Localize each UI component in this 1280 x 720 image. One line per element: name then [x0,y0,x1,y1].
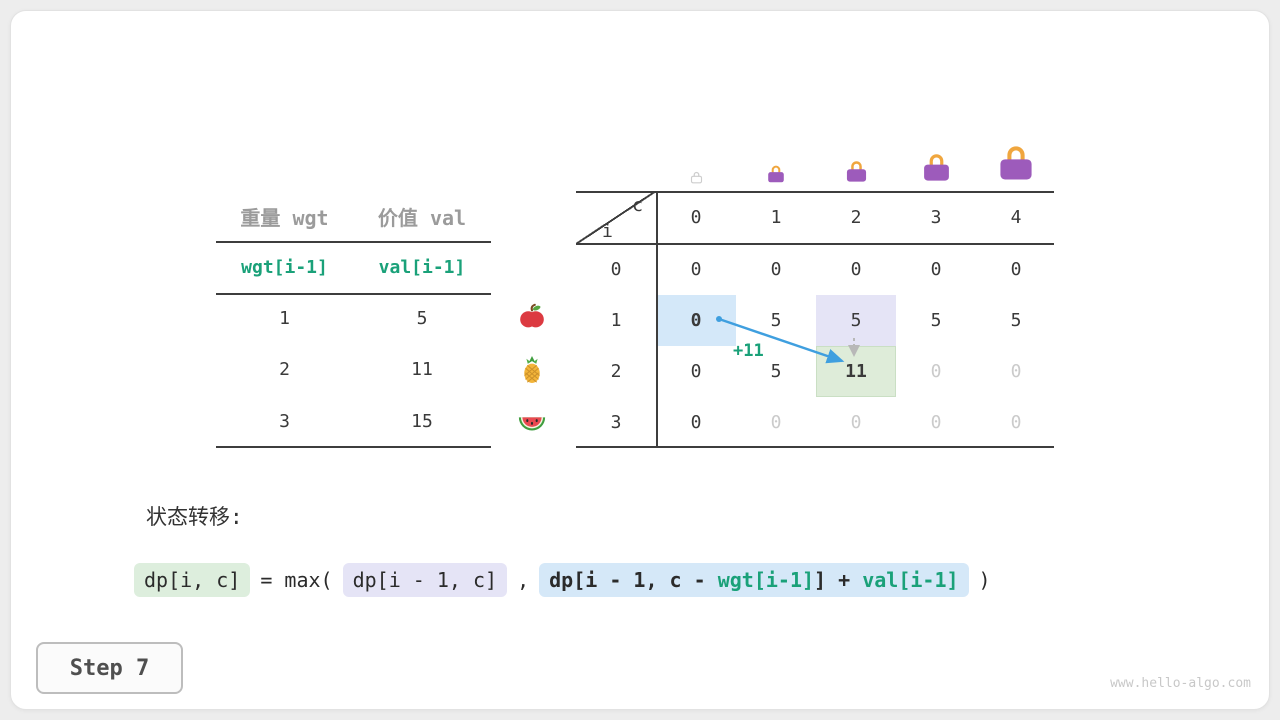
pineapple-icon [524,355,540,383]
dp-cell: 5 [1010,310,1022,331]
divider [576,243,1054,245]
dp-cell: 0 [930,412,942,433]
step-badge: Step 7 [36,642,183,694]
dp-row-header: 3 [610,412,622,433]
formula-wgt-ref: wgt[i-1] [717,568,815,592]
formula-lhs: dp[i, c] [134,563,251,597]
items-table: 重量 wgt 价值 val wgt[i-1] val[i-1] 1 5 2 11… [216,191,491,447]
dp-row-header: 2 [610,361,622,382]
dp-cell: 0 [1010,259,1022,280]
item-value: 15 [411,410,433,432]
dp-cell: 0 [850,259,862,280]
dp-cell: 5 [930,310,942,331]
bag-capacity-2-icon [846,161,867,182]
formula-term-take-part: dp[i - 1, c - [549,568,718,592]
dp-cell: 0 [770,259,782,280]
bag-capacity-1-icon [768,165,784,183]
item-weight: 2 [279,359,290,380]
dp-cell: 0 [770,412,782,433]
dp-row-header: 1 [610,310,622,331]
dp-corner-cell: c i [576,191,656,244]
dp-cell: 0 [850,412,862,433]
dp-col-header: 3 [930,207,942,228]
formula-term-take: dp[i - 1, c - wgt[i-1]] + val[i-1] [539,563,969,597]
dp-cell: 0 [930,361,942,382]
items-header-weight: 重量 wgt [240,205,329,230]
formula-val-ref: val[i-1] [862,568,959,592]
corner-label-c: c [632,195,643,216]
divider [656,191,658,448]
dp-table: c i 0 1 2 3 4 0 0 0 0 0 0 1 0 5 5 5 5 2 … [576,191,1056,448]
formula-term-skip: dp[i - 1, c] [342,563,508,597]
formula-close-paren: ) [978,568,991,592]
items-formula-wgt: wgt[i-1] [241,256,328,278]
item-weight: 3 [279,410,290,432]
divider [576,191,1054,193]
items-header-value: 价值 val [377,205,467,230]
divider [576,446,1054,448]
dp-row-header: 0 [610,259,622,280]
dp-col-header: 2 [850,207,862,228]
bag-capacity-0-icon [690,171,703,184]
dp-cell: 5 [770,361,782,382]
item-value: 5 [416,308,428,329]
site-watermark: www.hello-algo.com [1110,676,1251,691]
dp-cell: 0 [930,259,942,280]
dp-col-header: 1 [770,207,782,228]
value-gain-annotation: +11 [733,341,764,361]
dp-col-header: 4 [1010,207,1022,228]
divider [216,241,491,243]
item-value: 11 [411,359,433,380]
figure-card: 重量 wgt 价值 val wgt[i-1] val[i-1] 1 5 2 11… [10,10,1270,710]
dp-cell: 5 [770,310,782,331]
apple-icon [520,303,544,328]
dp-col-header: 0 [690,207,702,228]
formula-term-take-part: ] + [814,568,863,592]
bag-capacity-4-icon [1000,146,1032,180]
items-formula-val: val[i-1] [378,256,466,278]
divider [216,446,491,448]
formula-equals-max: = max( [260,568,333,592]
dp-cell: 0 [1010,412,1022,433]
bag-capacity-3-icon [924,154,949,181]
dp-cell: 0 [690,361,702,382]
dp-cell-above: 5 [816,295,896,346]
watermelon-icon [518,417,546,431]
corner-label-i: i [602,221,613,242]
state-transition-formula: dp[i, c] = max( dp[i - 1, c] , dp[i - 1,… [134,563,991,597]
dp-cell-current: 11 [816,346,896,397]
dp-cell-source: 0 [656,295,736,346]
dp-cell: 0 [1010,361,1022,382]
divider [216,293,491,295]
dp-cell: 0 [690,412,702,433]
dp-cell: 0 [690,259,702,280]
item-weight: 1 [279,308,290,329]
formula-comma: , [517,568,530,592]
state-transition-label: 状态转移: [146,505,243,529]
